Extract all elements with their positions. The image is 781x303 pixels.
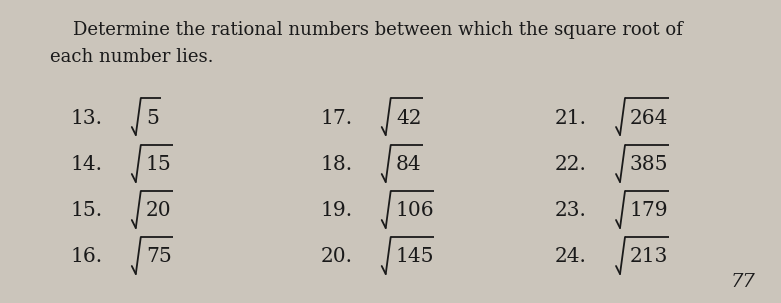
Text: 75: 75	[146, 248, 172, 267]
Text: 13.: 13.	[70, 108, 102, 128]
Text: 179: 179	[629, 201, 668, 221]
Text: 20: 20	[146, 201, 172, 221]
Text: 16.: 16.	[70, 248, 102, 267]
Text: 18.: 18.	[320, 155, 352, 175]
Text: 213: 213	[629, 248, 668, 267]
Text: 14.: 14.	[70, 155, 102, 175]
Text: 21.: 21.	[555, 108, 587, 128]
Text: Determine the rational numbers between which the square root of: Determine the rational numbers between w…	[50, 21, 683, 39]
Text: 22.: 22.	[555, 155, 587, 175]
Text: 17.: 17.	[320, 108, 352, 128]
Text: each number lies.: each number lies.	[50, 48, 213, 66]
Text: 23.: 23.	[555, 201, 587, 221]
Text: 77: 77	[730, 273, 755, 291]
Text: 145: 145	[395, 248, 433, 267]
Text: 385: 385	[629, 155, 668, 175]
Text: 84: 84	[396, 155, 422, 175]
Text: 5: 5	[147, 108, 159, 128]
Text: 19.: 19.	[320, 201, 352, 221]
Text: 264: 264	[629, 108, 668, 128]
Text: 42: 42	[396, 108, 422, 128]
Text: 20.: 20.	[320, 248, 352, 267]
Text: 15.: 15.	[70, 201, 102, 221]
Text: 106: 106	[395, 201, 433, 221]
Text: 15: 15	[146, 155, 172, 175]
Text: 24.: 24.	[555, 248, 587, 267]
